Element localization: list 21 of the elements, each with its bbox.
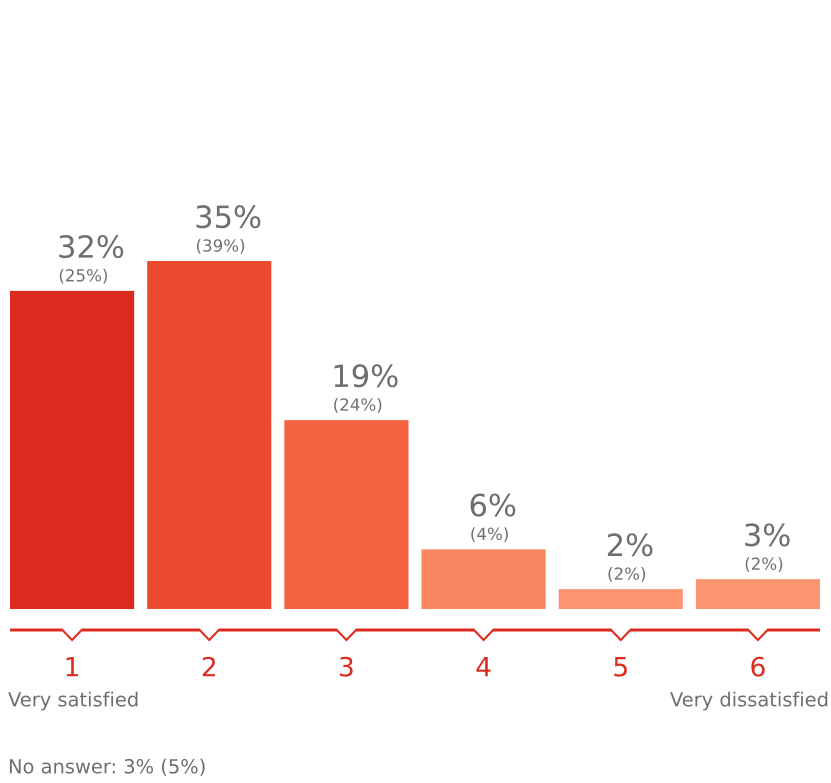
bar bbox=[696, 579, 820, 609]
text: No answer: 3% (5%) bbox=[10, 758, 205, 776]
x-tick-label: 1 bbox=[66, 657, 78, 676]
bar bbox=[284, 420, 408, 609]
data-label: 3% (2%) bbox=[745, 523, 790, 572]
x-tick-label: 4 bbox=[476, 657, 490, 676]
data-label: 35% (39%) bbox=[196, 205, 260, 254]
x-tick-label: 5 bbox=[614, 657, 627, 677]
bar bbox=[147, 261, 272, 609]
x-tick-label: 2 bbox=[202, 656, 215, 676]
bar bbox=[10, 290, 134, 609]
x-tick-label: 3 bbox=[340, 656, 353, 677]
bar bbox=[558, 589, 683, 609]
data-label: 2% (2%) bbox=[608, 533, 652, 582]
data-label: 6% (4%) bbox=[470, 494, 516, 542]
data-label: 32% (25%) bbox=[59, 234, 124, 284]
bar bbox=[422, 549, 546, 609]
text: Very satisfied bbox=[8, 692, 138, 710]
data-label: 19% (24%) bbox=[334, 364, 398, 413]
x-tick-label: 6 bbox=[751, 656, 765, 677]
text: Very dissatisfied bbox=[670, 692, 828, 710]
